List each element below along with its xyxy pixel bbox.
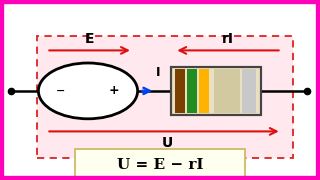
- Text: −: −: [56, 86, 65, 96]
- FancyBboxPatch shape: [75, 149, 245, 180]
- Bar: [187, 69, 197, 112]
- Text: U: U: [162, 136, 173, 150]
- Text: I: I: [156, 66, 161, 79]
- Bar: [242, 69, 256, 112]
- Bar: [214, 69, 240, 112]
- Bar: [37, 36, 293, 158]
- Text: U = E − rI: U = E − rI: [117, 158, 203, 172]
- Bar: [37, 36, 293, 158]
- Text: +: +: [108, 84, 119, 97]
- Bar: [171, 67, 261, 115]
- Text: rI: rI: [222, 32, 234, 46]
- Text: E: E: [85, 32, 94, 46]
- Bar: [171, 67, 261, 115]
- Bar: [199, 69, 209, 112]
- Bar: [175, 69, 185, 112]
- Circle shape: [38, 63, 138, 119]
